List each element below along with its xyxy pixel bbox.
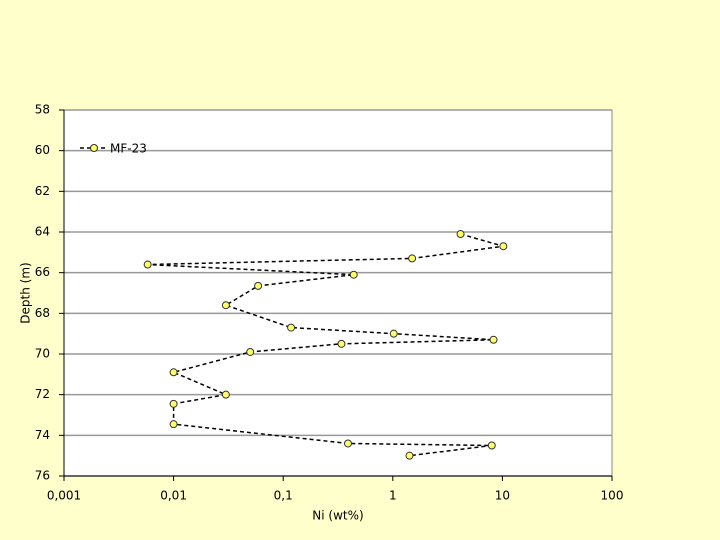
data-point xyxy=(169,368,178,377)
x-axis-label: Ni (wt%) xyxy=(312,509,363,523)
y-tick-label: 60 xyxy=(35,143,50,157)
data-point xyxy=(169,420,178,429)
data-point xyxy=(405,451,414,460)
data-point xyxy=(246,347,255,356)
data-point xyxy=(349,270,358,279)
y-tick-label: 64 xyxy=(35,225,50,239)
x-tick-label: 0,001 xyxy=(47,489,81,503)
x-tick-label: 10 xyxy=(495,489,510,503)
y-tick-label: 74 xyxy=(35,428,50,442)
data-point xyxy=(343,439,352,448)
x-tick-label: 0,01 xyxy=(160,489,187,503)
data-point xyxy=(221,301,230,310)
data-point xyxy=(487,441,496,450)
y-tick-label: 70 xyxy=(35,347,50,361)
x-tick-label: 1 xyxy=(389,489,397,503)
y-tick-label: 76 xyxy=(35,469,50,483)
x-tick-label: 0,1 xyxy=(274,489,293,503)
data-point xyxy=(221,390,230,399)
data-point xyxy=(456,230,465,239)
y-tick-label: 62 xyxy=(35,184,50,198)
y-axis-label: Depth (m) xyxy=(19,262,33,323)
data-point xyxy=(389,329,398,338)
data-point xyxy=(169,399,178,408)
plot-area xyxy=(63,109,613,477)
legend-marker xyxy=(90,144,98,152)
y-tick-label: 66 xyxy=(35,265,50,279)
data-point xyxy=(254,281,263,290)
data-point xyxy=(489,335,498,344)
data-point xyxy=(287,323,296,332)
x-tick-label: 100 xyxy=(601,489,624,503)
data-point xyxy=(143,260,152,269)
y-tick-label: 58 xyxy=(35,103,50,117)
y-tick-label: 68 xyxy=(35,306,50,320)
data-point xyxy=(408,254,417,263)
y-tick-label: 72 xyxy=(35,387,50,401)
data-point xyxy=(499,242,508,251)
legend-label: MF-23 xyxy=(110,142,147,156)
data-point xyxy=(337,339,346,348)
